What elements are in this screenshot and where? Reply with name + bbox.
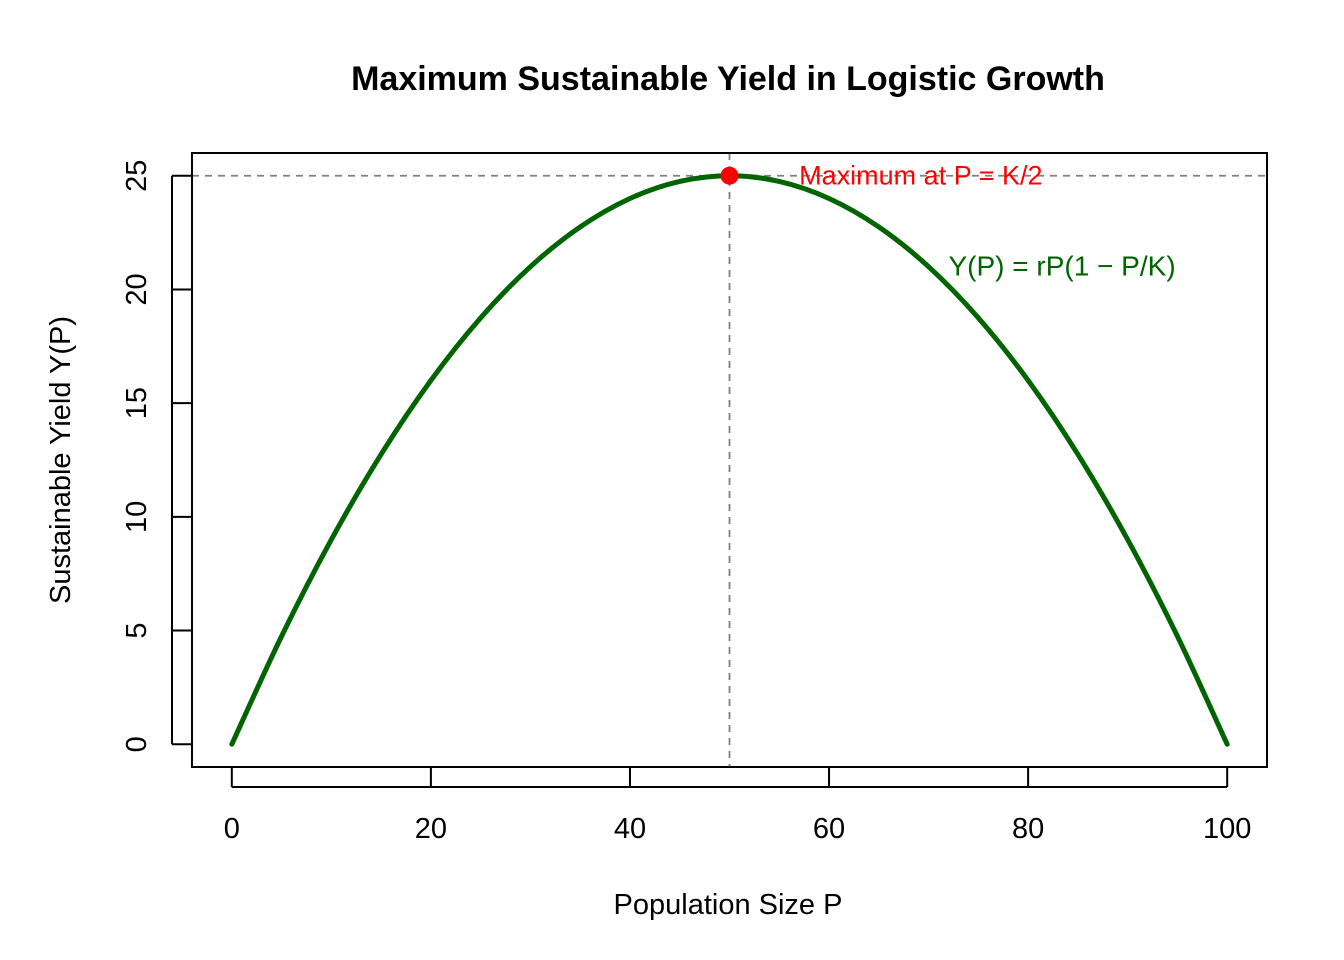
annotation-layer: Maximum at P = K/2 Y(P) = rP(1 − P/K) xyxy=(799,161,1175,282)
x-axis: 0 20 40 60 80 100 xyxy=(224,767,1251,845)
x-tick-label: 0 xyxy=(224,813,240,845)
maximum-point xyxy=(720,166,739,185)
x-tick-label: 40 xyxy=(614,813,646,845)
x-axis-label: Population Size P xyxy=(614,889,843,921)
x-tick-label: 100 xyxy=(1203,813,1251,845)
plot-frame xyxy=(191,152,1268,768)
x-tick-label: 60 xyxy=(813,813,845,845)
y-tick-label: 20 xyxy=(121,273,153,305)
y-tick-label: 15 xyxy=(121,387,153,419)
y-tick-label: 10 xyxy=(121,501,153,533)
y-axis: 0 5 10 15 20 25 xyxy=(121,160,192,752)
point-layer xyxy=(720,166,739,185)
maximum-annotation: Maximum at P = K/2 xyxy=(799,161,1042,191)
formula-annotation: Y(P) = rP(1 − P/K) xyxy=(948,251,1175,282)
y-tick-label: 0 xyxy=(121,736,153,752)
x-tick-label: 20 xyxy=(415,813,447,845)
reference-lines xyxy=(192,153,1267,767)
x-tick-label: 80 xyxy=(1012,813,1044,845)
y-axis-label: Sustainable Yield Y(P) xyxy=(45,316,77,604)
y-tick-label: 25 xyxy=(121,160,153,192)
chart-title: Maximum Sustainable Yield in Logistic Gr… xyxy=(351,60,1105,98)
y-tick-label: 5 xyxy=(121,622,153,638)
